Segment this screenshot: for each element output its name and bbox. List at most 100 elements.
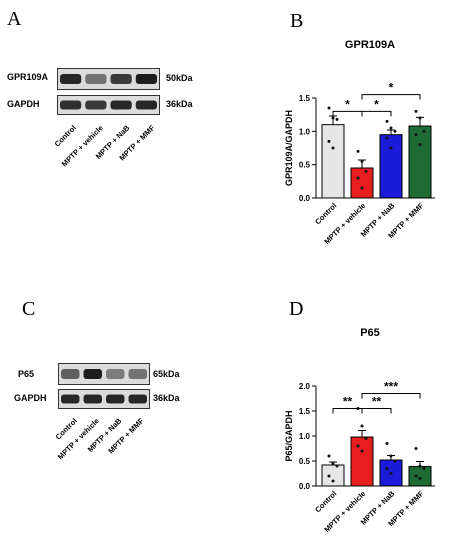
data-point bbox=[414, 447, 418, 450]
blot-band bbox=[60, 100, 82, 110]
data-point bbox=[385, 467, 389, 470]
data-point bbox=[418, 477, 422, 480]
y-tick-label: 2.0 bbox=[299, 382, 311, 391]
blot-label-gpr109a: GPR109A bbox=[7, 72, 49, 82]
panel-letter-d: D bbox=[289, 298, 304, 320]
significance-label: ** bbox=[372, 395, 382, 409]
y-tick-label: 1.0 bbox=[299, 432, 311, 441]
data-point bbox=[360, 449, 364, 453]
data-point bbox=[385, 119, 389, 123]
blot-bands-gpr109a bbox=[60, 74, 157, 84]
kda-gapdh-a: 36kDa bbox=[166, 99, 193, 109]
blot-band bbox=[60, 74, 82, 84]
blot-bands-gapdh-c bbox=[61, 394, 147, 404]
data-point bbox=[360, 186, 364, 190]
bar bbox=[379, 134, 403, 199]
bar bbox=[408, 125, 432, 199]
data-point bbox=[389, 126, 393, 130]
data-point bbox=[356, 149, 360, 153]
data-point bbox=[331, 116, 335, 120]
data-point bbox=[327, 106, 331, 110]
data-point bbox=[331, 479, 335, 483]
blot-band bbox=[61, 394, 80, 404]
blot-label-p65: P65 bbox=[18, 369, 35, 379]
significance-label: * bbox=[374, 97, 379, 111]
bar bbox=[350, 167, 374, 199]
y-tick-label: 0.0 bbox=[299, 482, 311, 491]
data-point bbox=[385, 442, 389, 445]
blot-strip-gapdh-c bbox=[58, 389, 150, 409]
data-point bbox=[364, 169, 368, 173]
significance-bracket bbox=[361, 393, 421, 399]
blot-bands-p65 bbox=[61, 369, 147, 379]
data-point bbox=[385, 136, 389, 140]
panel-letter-a: A bbox=[7, 8, 22, 30]
blot-band bbox=[110, 74, 132, 84]
chart-title: GPR109A bbox=[345, 39, 395, 51]
blot-bands-gapdh-a bbox=[60, 100, 157, 110]
data-point bbox=[327, 454, 331, 458]
significance-label: * bbox=[345, 97, 350, 111]
y-tick-label: 1.0 bbox=[299, 127, 311, 136]
data-point bbox=[422, 129, 426, 133]
y-tick-label: 0.5 bbox=[299, 161, 311, 170]
data-point bbox=[356, 444, 360, 448]
blot-band bbox=[135, 100, 157, 110]
blot-band bbox=[85, 100, 107, 110]
data-point bbox=[418, 143, 422, 147]
blot-strip-gpr109a bbox=[57, 68, 160, 90]
kda-p65: 65kDa bbox=[153, 369, 180, 379]
data-point bbox=[389, 454, 393, 458]
blot-band bbox=[128, 394, 147, 404]
significance-label: * bbox=[389, 81, 394, 95]
blot-band bbox=[106, 394, 125, 404]
blot-strip-p65 bbox=[58, 363, 150, 385]
data-point bbox=[331, 146, 335, 150]
data-point bbox=[360, 159, 364, 163]
blot-band bbox=[128, 369, 147, 379]
blot-band bbox=[106, 369, 125, 379]
y-tick-label: 0.5 bbox=[299, 457, 311, 466]
y-axis-label: P65/GAPDH bbox=[284, 410, 294, 461]
data-point bbox=[335, 117, 339, 121]
significance-label: *** bbox=[384, 380, 398, 394]
bar bbox=[408, 466, 432, 487]
y-tick-label: 0.0 bbox=[299, 194, 311, 203]
blot-band bbox=[85, 74, 107, 84]
data-point bbox=[331, 462, 335, 465]
y-tick-label: 1.5 bbox=[299, 94, 311, 103]
data-point bbox=[418, 116, 422, 120]
chart-title: P65 bbox=[360, 327, 380, 339]
data-point bbox=[364, 437, 368, 440]
blot-strip-gapdh-a bbox=[57, 95, 160, 115]
blot-band bbox=[83, 394, 102, 404]
blot-label-gapdh-c: GAPDH bbox=[14, 393, 47, 403]
blot-band bbox=[83, 369, 102, 379]
data-point bbox=[389, 472, 393, 475]
bar bbox=[350, 436, 374, 487]
y-tick-label: 1.5 bbox=[299, 407, 311, 416]
data-point bbox=[356, 176, 360, 180]
bar bbox=[321, 124, 345, 199]
bar bbox=[321, 464, 345, 487]
data-point bbox=[393, 459, 397, 463]
data-point bbox=[327, 474, 331, 478]
panel-letter-b: B bbox=[290, 10, 304, 32]
chart-gpr109a: GPR109AGPR109A/GAPDH0.00.51.01.5ControlM… bbox=[284, 39, 435, 246]
kda-gapdh-c: 36kDa bbox=[153, 393, 180, 403]
blot-band bbox=[61, 369, 80, 379]
lane-label-a-control: Control bbox=[52, 123, 79, 149]
data-point bbox=[414, 109, 418, 113]
blot-label-gapdh-a: GAPDH bbox=[7, 99, 40, 109]
data-point bbox=[335, 464, 339, 468]
data-point bbox=[414, 474, 418, 478]
blot-band bbox=[110, 100, 132, 110]
data-point bbox=[414, 133, 418, 137]
data-point bbox=[389, 146, 393, 150]
data-point bbox=[422, 467, 426, 470]
y-axis-label: GPR109A/GAPDH bbox=[284, 110, 294, 186]
significance-bracket bbox=[361, 408, 392, 414]
significance-bracket bbox=[332, 110, 363, 117]
x-tick-label: Control bbox=[313, 201, 338, 226]
